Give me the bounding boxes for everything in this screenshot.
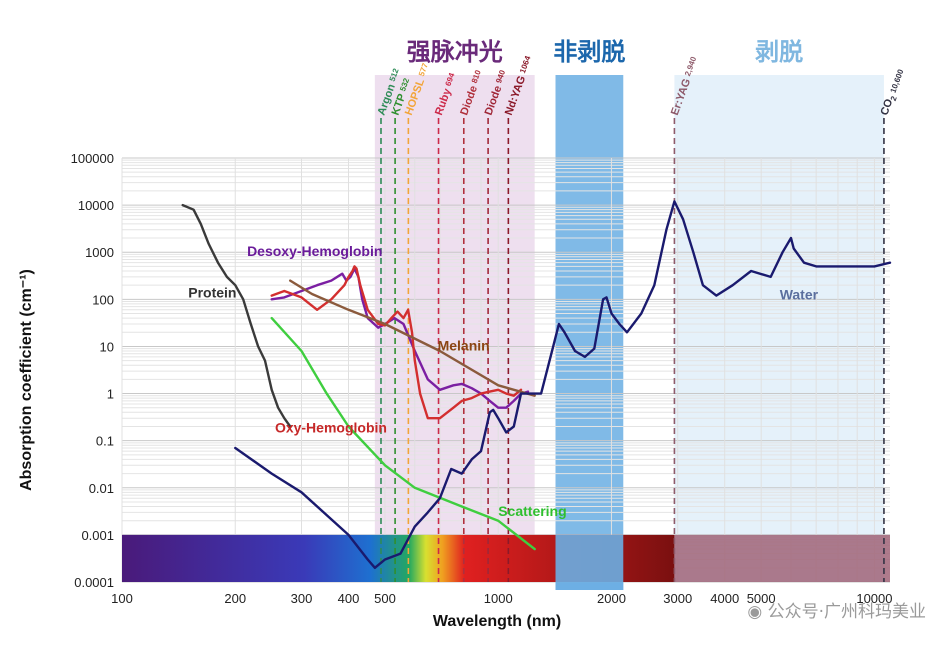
laser-wavelength: 2,940: [683, 55, 698, 77]
x-tick-label: 1000: [484, 591, 513, 606]
x-tick-label: 300: [291, 591, 313, 606]
x-tick-label: 500: [374, 591, 396, 606]
y-tick-label: 1: [107, 387, 114, 402]
laser-wavelength: 532: [398, 76, 411, 92]
series-label-scattering: Scattering: [498, 503, 566, 519]
watermark-text: 公众号·广州科玛美业: [767, 602, 926, 622]
y-tick-label: 0.01: [89, 481, 114, 496]
spectrum-bar: [122, 534, 890, 590]
y-tick-label: 0.1: [96, 434, 114, 449]
series-line-melanin: [289, 279, 536, 397]
series-label-melanin: Melanin: [438, 337, 490, 353]
x-tick-label: 200: [224, 591, 246, 606]
x-tick-label: 4000: [710, 591, 739, 606]
region-title-2: 剥脱: [755, 38, 803, 66]
y-tick-label: 10: [100, 339, 114, 354]
y-tick-label: 0.001: [81, 528, 114, 543]
x-tick-label: 100: [111, 591, 133, 606]
x-axis-title: Wavelength (nm): [433, 613, 561, 630]
y-axis-title: Absorption coefficient (cm⁻¹): [18, 269, 35, 491]
laser-wavelength: 10,600: [889, 68, 906, 95]
spectrum-ir-bar: [674, 534, 890, 582]
y-tick-label: 100000: [71, 151, 114, 166]
series-label-oxy-hemoglobin: Oxy-Hemoglobin: [275, 419, 387, 435]
series-line-scattering: [270, 316, 536, 551]
laser-wavelength: 577: [417, 61, 430, 77]
watermark: ◉ 公众号·广州科玛美业: [747, 597, 926, 622]
region-band-2: [674, 75, 884, 582]
wechat-icon: ◉: [747, 602, 763, 622]
x-tick-label: 5000: [747, 591, 776, 606]
laser-wavelength: 1064: [518, 54, 533, 74]
region-title-1: 非剥脱: [553, 38, 625, 66]
y-tick-label: 100: [92, 292, 114, 307]
series-label-desoxy-hemoglobin: Desoxy-Hemoglobin: [247, 243, 382, 259]
y-tick-label: 1000: [85, 245, 114, 260]
region-band-1-overlay: [555, 534, 624, 590]
laser-wavelength: 512: [388, 67, 401, 83]
x-tick-label: 2000: [597, 591, 626, 606]
x-tick-label: 10000: [856, 591, 892, 606]
series-label-water: Water: [780, 286, 819, 302]
series-line-oxy-hemoglobin: [270, 265, 523, 420]
series-line-desoxy-hemoglobin: [270, 267, 530, 409]
laser-name-subscript: 2: [889, 94, 899, 102]
laser-name-text: CO: [878, 97, 895, 117]
laser-wavelength: 694: [444, 71, 457, 87]
y-tick-label: 10000: [78, 198, 114, 213]
y-tick-label: 0.0001: [74, 575, 114, 590]
series-line-protein: [181, 203, 292, 428]
series-label-protein: Protein: [188, 284, 236, 300]
region-title-0: 强脉冲光: [407, 38, 503, 66]
series-labels-layer: Protein Desoxy-Hemoglobin Oxy-Hemoglobin Me…: [188, 243, 818, 519]
x-tick-label: 400: [338, 591, 360, 606]
series-line-water: [234, 200, 892, 569]
x-tick-label: 3000: [663, 591, 692, 606]
laser-wavelength: 810: [470, 68, 483, 84]
series-layer: [181, 200, 892, 569]
axes-layer: 1000001000010001001010.10.010.0010.00011…: [71, 151, 893, 606]
laser-wavelength: 940: [494, 68, 507, 84]
